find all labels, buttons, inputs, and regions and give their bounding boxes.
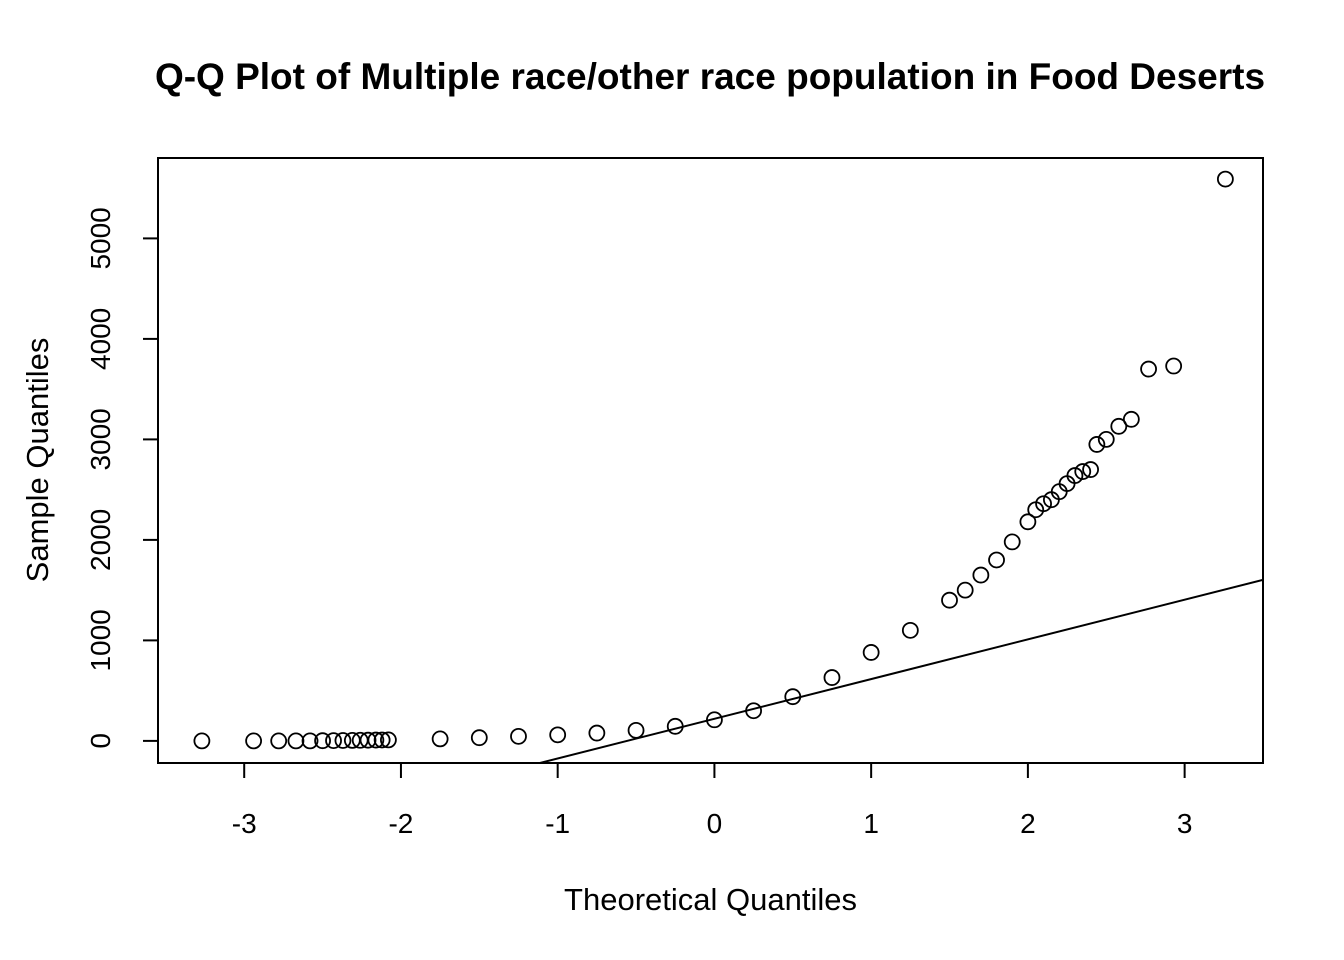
y-tick-label: 5000 xyxy=(85,207,116,269)
x-axis-label: Theoretical Quantiles xyxy=(564,882,857,917)
x-tick-label: 0 xyxy=(707,808,723,839)
data-point xyxy=(1216,170,1234,188)
data-point xyxy=(549,726,567,744)
data-point xyxy=(367,731,385,749)
data-point xyxy=(588,724,606,742)
x-tick-label: -2 xyxy=(388,808,413,839)
y-tick-label: 0 xyxy=(85,733,116,749)
data-point xyxy=(314,732,331,750)
data-point xyxy=(287,732,305,750)
data-point xyxy=(1088,436,1106,453)
data-point xyxy=(510,727,527,745)
data-point xyxy=(706,711,723,729)
data-point xyxy=(1019,513,1037,531)
data-point xyxy=(380,731,397,749)
data-point xyxy=(270,732,288,750)
x-tick-label: 1 xyxy=(863,808,879,839)
data-point xyxy=(1082,461,1099,478)
data-point xyxy=(972,566,990,584)
data-point xyxy=(1003,533,1021,551)
data-point xyxy=(823,669,841,686)
data-point xyxy=(301,732,319,750)
y-tick-label: 2000 xyxy=(85,509,116,571)
data-point xyxy=(666,717,684,735)
data-point xyxy=(941,591,958,609)
x-tick-label: 2 xyxy=(1020,808,1036,839)
data-point xyxy=(334,732,352,749)
data-point xyxy=(1097,430,1115,448)
plot-frame xyxy=(157,157,1264,764)
data-point xyxy=(862,644,880,661)
data-point xyxy=(245,732,263,750)
data-point xyxy=(193,732,211,750)
qq-reference-line xyxy=(535,578,1263,763)
data-point xyxy=(1074,463,1092,480)
data-point xyxy=(1066,467,1084,484)
data-point xyxy=(431,730,449,748)
data-point xyxy=(988,551,1005,569)
data-point xyxy=(745,702,763,720)
data-point xyxy=(470,729,488,747)
data-point xyxy=(1035,495,1052,513)
y-tick-label: 4000 xyxy=(85,308,116,370)
chart-title: Q-Q Plot of Multiple race/other race pop… xyxy=(154,56,1266,97)
data-point xyxy=(373,731,391,749)
data-point xyxy=(1140,360,1157,378)
data-point xyxy=(784,688,802,706)
data-point xyxy=(901,621,919,639)
data-point xyxy=(956,581,974,599)
data-point xyxy=(627,721,645,739)
x-tick-label: -3 xyxy=(232,808,257,839)
x-tick-label: 3 xyxy=(1177,808,1193,839)
data-point xyxy=(1122,410,1140,428)
data-point xyxy=(325,732,342,749)
data-point xyxy=(1165,357,1183,375)
y-tick-label: 1000 xyxy=(85,609,116,671)
x-tick-label: -1 xyxy=(545,808,570,839)
data-point xyxy=(1110,417,1128,435)
y-tick-label: 3000 xyxy=(85,408,116,470)
